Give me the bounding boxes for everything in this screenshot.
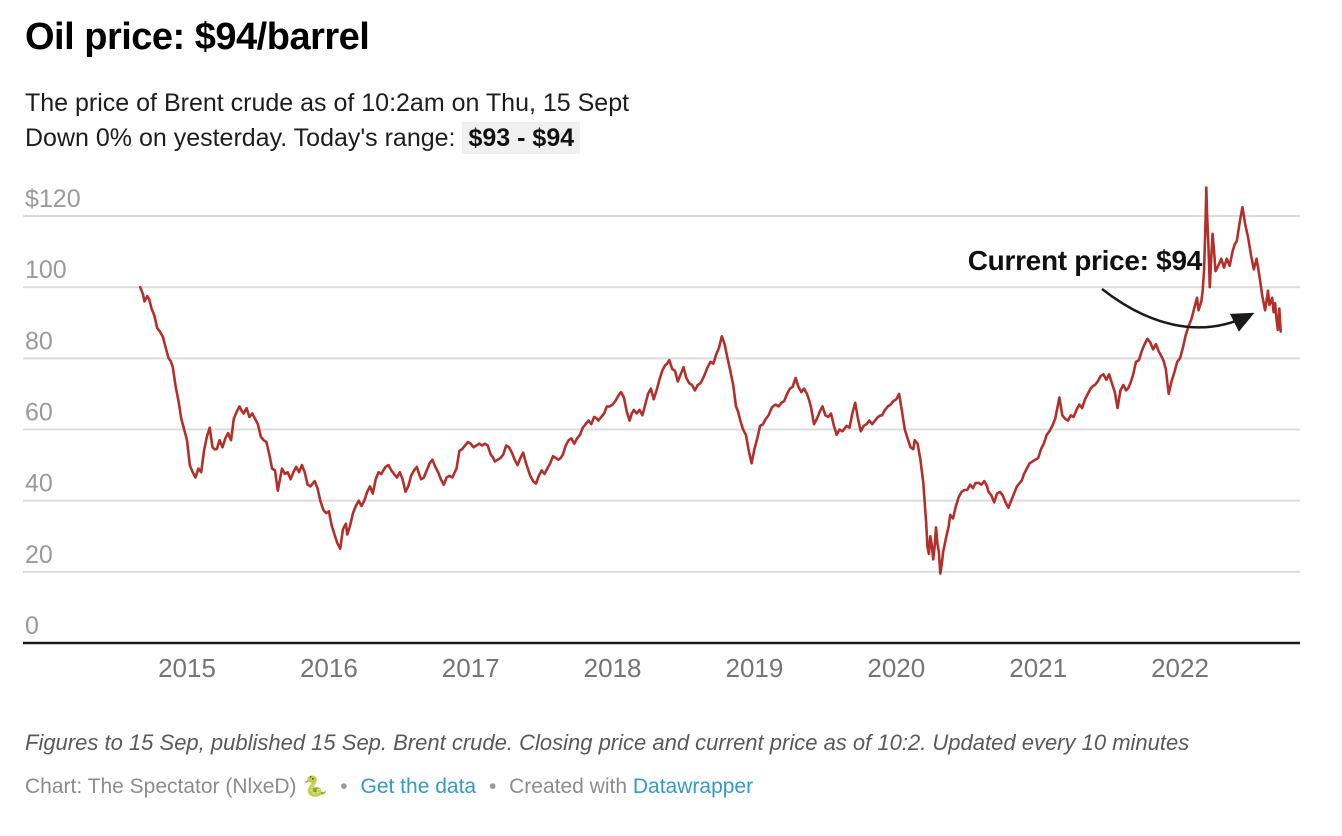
y-axis-label: 100 xyxy=(25,256,67,284)
y-axis-label: $120 xyxy=(25,185,81,213)
footnote: Figures to 15 Sep, published 15 Sep. Bre… xyxy=(25,730,1190,755)
datawrapper-link[interactable]: Datawrapper xyxy=(632,775,754,798)
y-axis-label: 40 xyxy=(25,470,53,498)
byline: Chart: The Spectator (NlxeD) xyxy=(25,775,297,798)
x-axis-label: 2020 xyxy=(867,653,925,683)
todays-range-value: $93 - $94 xyxy=(462,122,581,154)
separator-dot: • xyxy=(488,775,497,798)
separator-dot: • xyxy=(340,775,348,798)
page-title: Oil price: $94/barrel xyxy=(25,16,370,58)
description-line1: The price of Brent crude as of 10:2am on… xyxy=(25,89,630,117)
axis-labels: $120 100 80 60 40 20 0 2015 2016 2017 2018 2019 2020… xyxy=(25,185,1209,683)
y-axis-label: 80 xyxy=(25,327,53,355)
current-price-arrow xyxy=(1101,288,1255,332)
x-axis-label: 2019 xyxy=(726,653,784,683)
attribution-bar: Chart: The Spectator (NlxeD) 🐍 • Get the … xyxy=(25,774,753,799)
x-axis-label: 2015 xyxy=(158,653,216,683)
description-line2: Down 0% on yesterday. Today's range: xyxy=(25,124,456,152)
chart-description: The price of Brent crude as of 10:2am on… xyxy=(25,86,629,156)
y-axis-label: 0 xyxy=(25,612,39,640)
get-the-data-link[interactable]: Get the data xyxy=(360,775,477,798)
annotation-arrow xyxy=(1101,288,1255,332)
x-axis-label: 2022 xyxy=(1151,653,1209,683)
snake-emoji: 🐍 xyxy=(302,776,328,798)
gridlines xyxy=(23,215,1300,645)
x-axis-label: 2016 xyxy=(300,653,358,683)
price-line-series[interactable] xyxy=(138,186,1282,575)
x-axis-label: 2018 xyxy=(584,653,642,683)
y-axis-label: 20 xyxy=(25,541,53,569)
created-with-label: Created with xyxy=(509,775,628,798)
x-axis-label: 2021 xyxy=(1009,653,1067,683)
y-axis-label: 60 xyxy=(25,399,53,427)
current-price-annotation: Current price: $94 xyxy=(967,245,1203,276)
x-axis-label: 2017 xyxy=(442,653,500,683)
price-line[interactable] xyxy=(138,186,1282,575)
